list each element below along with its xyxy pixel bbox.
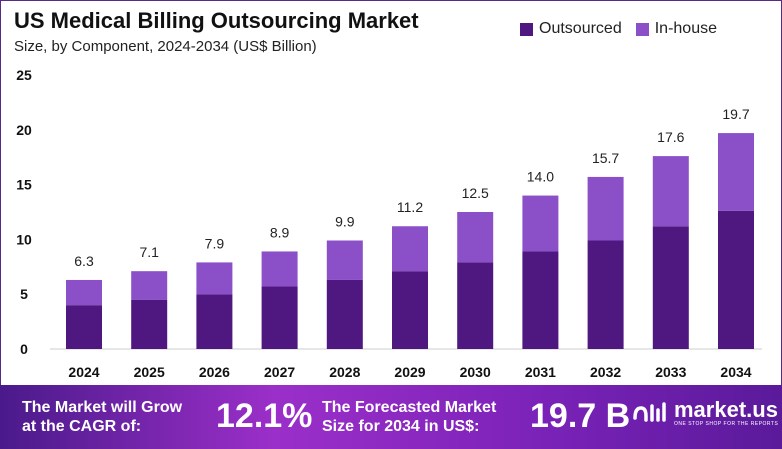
data-label-total: 17.6 [657, 129, 684, 145]
legend-item-outsourced: Outsourced [520, 20, 622, 38]
x-tick-label: 2026 [199, 364, 230, 380]
data-label-total: 14.0 [527, 169, 554, 185]
bar-outsourced-2033 [652, 226, 689, 349]
bar-in-house-2028 [326, 240, 363, 280]
legend-swatch-in-house [635, 22, 649, 36]
summary-banner: The Market will Grow at the CAGR of: 12.1… [0, 385, 782, 449]
legend-swatch-outsourced [520, 22, 533, 36]
bar-outsourced-2024 [66, 305, 102, 349]
y-tick-label: 15 [16, 177, 32, 193]
bar-outsourced-2032 [587, 240, 624, 349]
data-label-total: 15.7 [592, 150, 619, 166]
bar-outsourced-2027 [261, 286, 298, 349]
y-tick-label: 25 [16, 67, 32, 83]
logo-icon [633, 402, 666, 422]
legend-label: Outsourced [539, 20, 622, 37]
bar-outsourced-2031 [522, 251, 559, 349]
bar-in-house-2029 [392, 226, 428, 272]
x-tick-label: 2025 [134, 364, 165, 380]
bar-outsourced-2029 [392, 271, 428, 349]
y-tick-label: 0 [20, 341, 28, 357]
data-label-total: 9.9 [335, 213, 355, 229]
x-tick-label: 2028 [329, 364, 360, 380]
bar-in-house-2030 [457, 212, 494, 263]
bar-chart: 05101520256.320247.120257.920268.920279.… [16, 67, 762, 380]
bar-in-house-2027 [261, 251, 298, 287]
data-label-total: 11.2 [397, 199, 423, 215]
market-us-logo: market.us ONE STOP SHOP FOR THE REPORTS [632, 399, 778, 427]
x-tick-label: 2024 [68, 364, 99, 380]
x-tick-label: 2029 [394, 364, 425, 380]
x-tick-label: 2027 [264, 364, 295, 380]
legend-item-in-house: In-house [635, 20, 717, 38]
bar-in-house-2033 [652, 156, 689, 227]
legend-label: In-house [654, 20, 717, 37]
bar-in-house-2026 [196, 262, 233, 295]
forecast-label: The Forecasted Market Size for 2034 in US… [322, 398, 496, 436]
x-tick-label: 2033 [655, 364, 686, 380]
y-tick-label: 5 [20, 286, 28, 302]
y-tick-label: 20 [16, 122, 32, 138]
legend: Outsourced In-house [520, 20, 717, 38]
cagr-label: The Market will Grow at the CAGR of: [22, 398, 182, 436]
data-label-total: 7.1 [139, 244, 159, 260]
data-label-total: 12.5 [462, 185, 489, 201]
bar-outsourced-2034 [718, 210, 754, 349]
logo-tagline: ONE STOP SHOP FOR THE REPORTS [674, 421, 779, 427]
forecast-label-line: The Forecasted Market [322, 399, 497, 416]
y-tick-label: 10 [16, 231, 32, 247]
bar-outsourced-2026 [196, 294, 233, 349]
forecast-label-line: Size for 2034 in US$: [322, 418, 480, 435]
data-label-total: 7.9 [205, 235, 225, 251]
bar-in-house-2031 [522, 195, 559, 252]
x-tick-label: 2032 [590, 364, 621, 380]
x-tick-label: 2031 [525, 364, 556, 380]
x-tick-label: 2034 [720, 364, 751, 380]
logo-name: market.us [674, 397, 778, 422]
data-label-total: 6.3 [74, 253, 94, 269]
data-label-total: 19.7 [722, 106, 749, 122]
forecast-value: 19.7 B [530, 397, 631, 435]
bar-in-house-2025 [131, 271, 168, 300]
bar-in-house-2034 [718, 133, 754, 211]
data-label-total: 8.9 [270, 224, 290, 240]
cagr-value: 12.1% [216, 397, 313, 435]
bar-in-house-2024 [66, 279, 102, 306]
cagr-label-line: The Market will Grow [22, 399, 183, 416]
chart-subtitle: Size, by Component, 2024-2034 (US$ Billi… [14, 38, 317, 55]
x-tick-label: 2030 [460, 364, 491, 380]
chart-title: US Medical Billing Outsourcing Market [14, 8, 419, 33]
bar-in-house-2032 [587, 176, 624, 241]
cagr-label-line: at the CAGR of: [22, 418, 142, 435]
bar-outsourced-2028 [326, 279, 363, 349]
bar-outsourced-2030 [457, 262, 494, 349]
bar-outsourced-2025 [131, 299, 168, 349]
